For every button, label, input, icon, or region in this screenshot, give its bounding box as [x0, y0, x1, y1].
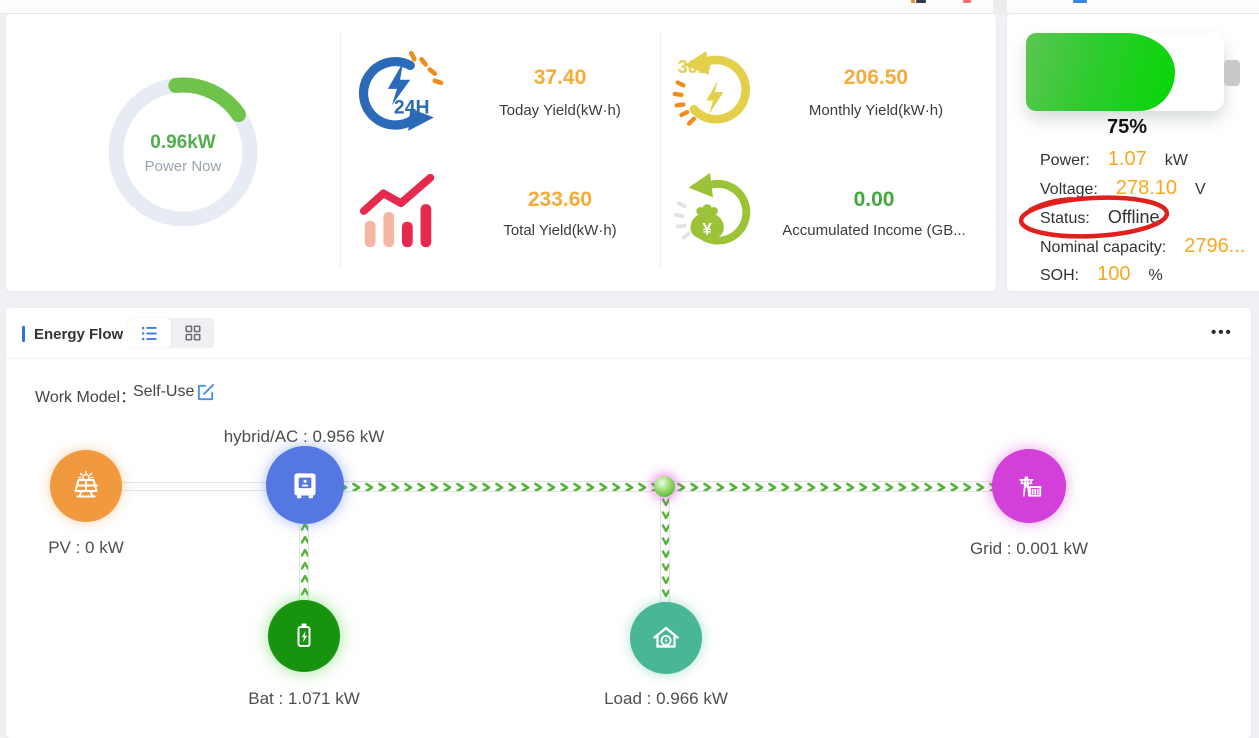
- battery-node-label: Bat : 1.071 kW: [248, 689, 360, 708]
- divider: [340, 33, 341, 268]
- total-yield-label: Total Yield(kW·h): [503, 222, 617, 239]
- row-unit: V: [1195, 181, 1206, 198]
- pv-node[interactable]: [50, 450, 122, 522]
- card-gap: [993, 0, 1007, 14]
- header-icon-fragment: [911, 0, 915, 3]
- row-label: Voltage:: [1040, 181, 1098, 198]
- battery-graphic: [1026, 33, 1224, 111]
- load-node[interactable]: [630, 602, 702, 674]
- pipe-junction-to-load-flow: [660, 495, 670, 605]
- today-yield-value: 37.40: [533, 66, 587, 89]
- row-label: Nominal capacity:: [1040, 239, 1167, 256]
- header-icon-fragment: [1073, 0, 1087, 3]
- battery-row-power: Power: 1.07 kW: [1040, 148, 1188, 171]
- cycle-30d-icon: 30D: [672, 50, 751, 126]
- battery-fill: [1026, 33, 1175, 111]
- energy-flow-card: [6, 308, 1251, 738]
- battery-percent: 75%: [1106, 116, 1148, 138]
- gauge-label: Power Now: [144, 158, 222, 175]
- divider: [660, 33, 661, 268]
- bar-chart-icon: [359, 173, 435, 248]
- status-value: Offline: [1107, 207, 1160, 227]
- view-toggle: [128, 318, 214, 348]
- battery-row-soh: SOH: 100 %: [1040, 263, 1163, 286]
- monthly-yield-value: 206.50: [843, 66, 909, 89]
- row-value: 1.07: [1107, 148, 1147, 170]
- monthly-yield-label: Monthly Yield(kW·h): [808, 102, 944, 119]
- header-icon-fragment: [916, 0, 926, 3]
- today-yield-label: Today Yield(kW·h): [499, 102, 621, 119]
- pipe-battery-to-inverter-flow: [299, 519, 309, 603]
- battery-node[interactable]: [268, 600, 340, 672]
- row-label: SOH:: [1040, 267, 1080, 284]
- battery-terminal: [1224, 60, 1240, 86]
- inverter-node-label: hybrid/AC : 0.956 kW: [223, 427, 385, 446]
- clock-24h-icon: 24H: [358, 50, 444, 131]
- row-label: Power:: [1040, 152, 1090, 169]
- pipe-pv-to-inverter: [116, 482, 276, 491]
- power-now-gauge: [108, 77, 258, 227]
- gauge-value: 0.96kW: [150, 132, 216, 153]
- list-icon: [141, 326, 157, 340]
- edit-icon[interactable]: [196, 383, 215, 402]
- flow-junction-node: [654, 476, 675, 497]
- svg-text:30D: 30D: [678, 57, 711, 77]
- grid-node[interactable]: [992, 449, 1066, 523]
- solar-panel-icon: [74, 470, 98, 498]
- section-title: Energy Flow: [34, 326, 124, 343]
- row-value: 2796...: [1184, 235, 1246, 257]
- section-accent-bar: [22, 326, 25, 342]
- divider: [6, 358, 1251, 359]
- row-label: Status:: [1040, 210, 1090, 227]
- row-unit: kW: [1164, 152, 1188, 169]
- income-value: 0.00: [853, 188, 895, 211]
- inverter-icon: [294, 473, 316, 499]
- pv-node-label: PV : 0 kW: [48, 538, 124, 557]
- overview-card: [6, 14, 996, 291]
- row-value: 100: [1097, 263, 1131, 285]
- load-node-label: Load : 0.966 kW: [604, 689, 728, 708]
- grid-view-button[interactable]: [171, 318, 214, 348]
- svg-text:24H: 24H: [394, 96, 430, 118]
- header-icon-fragment: [963, 0, 971, 3]
- work-model-value: Self-Use: [133, 383, 195, 400]
- money-bag-icon: ¥: [673, 172, 751, 245]
- house-load-icon: [653, 626, 679, 648]
- work-model-label: Work Model：: [35, 389, 137, 406]
- inverter-node[interactable]: [266, 446, 344, 524]
- row-unit: %: [1148, 267, 1163, 284]
- transmission-tower-icon: [1018, 475, 1042, 497]
- battery-row-voltage: Voltage: 278.10 V: [1040, 177, 1206, 200]
- battery-row-status: Status: Offline: [1040, 207, 1160, 228]
- row-value: 278.10: [1115, 177, 1177, 199]
- page-header-sliver: [0, 0, 1259, 14]
- list-view-button[interactable]: [128, 318, 171, 348]
- battery-icon: [297, 623, 311, 647]
- svg-text:¥: ¥: [703, 220, 713, 239]
- grid-node-label: Grid : 0.001 kW: [969, 539, 1089, 558]
- more-options-button[interactable]: •••: [1211, 324, 1233, 341]
- total-yield-value: 233.60: [527, 188, 593, 211]
- grid-icon: [184, 325, 201, 341]
- income-label: Accumulated Income (GB...: [782, 222, 966, 239]
- battery-row-nominal-capacity: Nominal capacity: 2796...: [1040, 235, 1245, 258]
